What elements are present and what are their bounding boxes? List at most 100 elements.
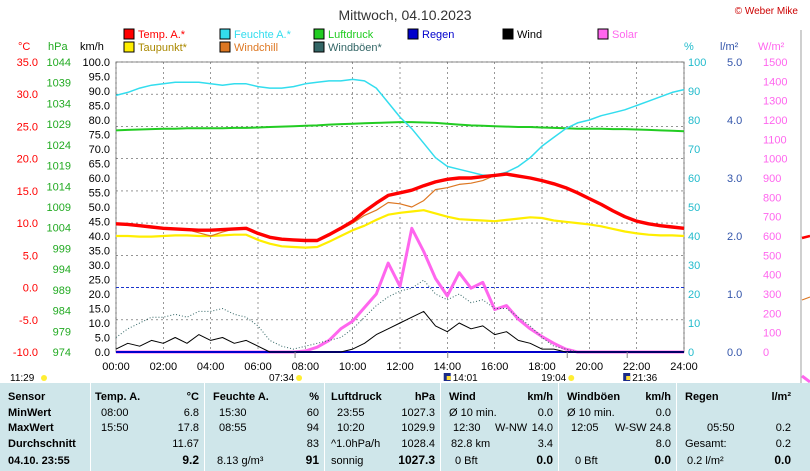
wind-tick-label: 60.0	[89, 173, 110, 185]
right-edge-panel	[801, 30, 810, 383]
wind-tick-label: 40.0	[89, 231, 110, 243]
rain-tick-label: 5.0	[727, 57, 742, 69]
wind-tick-label: 10.0	[89, 318, 110, 330]
legend-label: Wind	[517, 29, 542, 41]
legend-swatch	[407, 28, 419, 40]
pressure-tick-label: 989	[53, 285, 71, 297]
wind-bft: 0 Bft	[455, 455, 478, 467]
humidity-tick-label: 70	[688, 144, 700, 156]
rain-unit: l/m²	[771, 391, 791, 403]
temp-tick-label: 5.0	[23, 250, 38, 262]
rain-tick-label: 1.0	[727, 289, 742, 301]
wind-header: Wind	[449, 391, 476, 403]
wind-tick-label: 95.0	[89, 72, 110, 84]
pressure-tick-label: 1004	[47, 223, 71, 235]
x-tick-label: 12:00	[386, 361, 414, 373]
moonrise-time: 14:01	[453, 373, 478, 383]
pressure-tick-label: 1039	[47, 78, 71, 90]
gust-column: Windböen km/h Ø 10 min. 0.0 12:05 W-SW 2…	[558, 383, 677, 471]
x-axis: 00:00 02:00 04:00 06:00 08:00 10:00 12:00 14:00…	[102, 361, 698, 373]
temp-tick-label: 0.0	[23, 283, 38, 295]
legend-label: Windböen*	[328, 42, 383, 54]
rain-max: 0.2	[775, 422, 791, 434]
wind-tick-label: 70.0	[89, 144, 110, 156]
weather-chart: Mittwoch, 04.10.2023 © Weber Mike Temp. …	[10, 6, 810, 383]
solar-tick-label: 0	[763, 347, 769, 359]
row-label-max: MaxWert	[8, 422, 54, 434]
temp-tick-label: -10.0	[13, 347, 38, 359]
legend-label: Temp. A.*	[138, 29, 186, 41]
sensor-header: Sensor	[8, 391, 46, 403]
rain-tick-label: 0.0	[727, 347, 742, 359]
temp-tick-label: 15.0	[17, 186, 38, 198]
rain-rate: 0.2 l/m²	[687, 455, 724, 467]
right-edge-fragment	[800, 30, 810, 383]
rain-header: Regen	[685, 391, 719, 403]
chart-title: Mittwoch, 04.10.2023	[338, 7, 471, 23]
temp-header: Temp. A.	[95, 391, 141, 403]
wind-tick-label: 85.0	[89, 101, 110, 113]
gust-min: 0.0	[655, 407, 671, 419]
legend-swatch	[313, 41, 325, 53]
axis-unit-label: km/h	[80, 41, 104, 53]
temp-avg: 11.67	[172, 438, 199, 450]
pressure-trend: ^1.0hPa/h	[331, 438, 381, 450]
legend-swatch	[597, 28, 609, 40]
rain-total: 0.2	[775, 438, 791, 450]
solar-tick-label: 300	[763, 289, 781, 301]
humidity-min-time: 15:30	[219, 407, 247, 419]
wind-column: Wind km/h Ø 10 min. 0.0 12:30 W-NW 14.0 …	[440, 383, 559, 471]
x-tick-label: 02:00	[150, 361, 178, 373]
sunrise-time: 07:34	[269, 373, 294, 383]
pressure-tick-label: 994	[53, 264, 71, 276]
pressure-tick-label: 999	[53, 243, 71, 255]
wind-now: 0.0	[536, 453, 553, 467]
solar-tick-label: 1200	[763, 115, 787, 127]
gust-unit: km/h	[645, 391, 671, 403]
wind-tick-label: 90.0	[89, 86, 110, 98]
right-edge-windchill	[801, 296, 810, 301]
temp-tick-label: 25.0	[17, 121, 38, 133]
wind-tick-label: 15.0	[89, 304, 110, 316]
legend-label: Regen	[422, 29, 454, 41]
legend-swatch	[219, 28, 231, 40]
pressure-now: 1027.3	[398, 453, 435, 467]
temp-max: 17.8	[177, 422, 199, 434]
pressure-tick-label: 1044	[47, 57, 71, 69]
humidity-tick-label: 10	[688, 318, 700, 330]
temp-min-time: 08:00	[101, 407, 129, 419]
gust-bft: 0 Bft	[575, 455, 598, 467]
rain-tick-label: 3.0	[727, 173, 742, 185]
gust-avg: 8.0	[655, 438, 671, 450]
temp-tick-label: 10.0	[17, 218, 38, 230]
chart-series	[115, 78, 685, 354]
pressure-unit: hPa	[414, 391, 435, 403]
humidity-tick-label: 20	[688, 289, 700, 301]
row-label-now: 04.10. 23:55	[8, 455, 70, 467]
solar-tick-label: 1000	[763, 154, 787, 166]
axis-unit-label: °C	[18, 41, 30, 53]
sensor-column: Sensor MinWert MaxWert Durchschnitt 04.1…	[0, 383, 90, 471]
solar-tick-label: 500	[763, 250, 781, 262]
solar-tick-label: 200	[763, 308, 781, 320]
humidity-tick-label: 30	[688, 260, 700, 272]
moon-icon	[626, 376, 631, 380]
x-tick-label: 14:00	[434, 361, 462, 373]
sunset-time: 19:04	[541, 373, 566, 383]
chart-legend: Temp. A.* Feuchte A.* Luftdruck Regen Wind So…	[123, 28, 638, 54]
legend-label: Feuchte A.*	[234, 29, 292, 41]
temp-max-time: 15:50	[101, 422, 129, 434]
temp-tick-label: -5.0	[19, 315, 38, 327]
wind-max-time: 12:30	[453, 422, 481, 434]
legend-label: Taupunkt*	[138, 42, 188, 54]
rain-tick-label: 4.0	[727, 115, 742, 127]
humidity-max-time: 08:55	[219, 422, 247, 434]
solar-tick-label: 600	[763, 231, 781, 243]
pressure-tick-label: 1014	[47, 181, 71, 193]
x-tick-label: 24:00	[670, 361, 698, 373]
pressure-avg: 1028.4	[401, 438, 435, 450]
right-edge-solar	[801, 374, 810, 383]
axis-unit-label: l/m²	[720, 41, 739, 53]
row-label-min: MinWert	[8, 407, 52, 419]
temp-column: Temp. A. °C 08:00 6.8 15:50 17.8 11.67 9…	[90, 383, 205, 471]
